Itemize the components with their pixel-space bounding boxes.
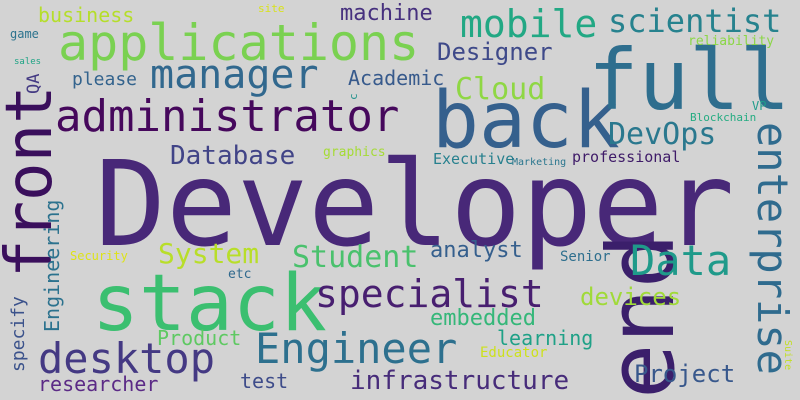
word-database: Database xyxy=(170,141,296,171)
word-mobile: mobile xyxy=(460,2,598,46)
word-site: site xyxy=(258,2,285,15)
word-executive: Executive xyxy=(433,150,515,168)
word-manager: manager xyxy=(150,52,319,98)
word-student: Student xyxy=(292,240,419,275)
word-enterprise: enterprise xyxy=(748,122,797,375)
word-vp: VP xyxy=(752,99,767,113)
word-administrator: administrator xyxy=(55,91,400,142)
word-developer: Developer xyxy=(95,135,735,273)
word-cloud: Cloud xyxy=(455,72,546,107)
word-devops: DevOps xyxy=(608,117,717,152)
word-blockchain: Blockchain xyxy=(690,111,757,124)
word-educator: Educator xyxy=(480,345,548,361)
word-learning: learning xyxy=(497,326,594,350)
word-analyst: analyst xyxy=(430,238,523,263)
word-professional: professional xyxy=(572,148,681,166)
word-sales: sales xyxy=(14,57,42,67)
word-c: c xyxy=(347,93,360,100)
word-machine: machine xyxy=(340,1,433,26)
word-data: Data xyxy=(630,236,732,285)
word-infrastructure: infrastructure xyxy=(350,366,570,396)
word-business: business xyxy=(38,3,135,27)
word-senior: Senior xyxy=(560,249,611,265)
word-graphics: graphics xyxy=(323,145,386,160)
word-marketing: Marketing xyxy=(512,157,567,168)
word-specialist: specialist xyxy=(315,272,544,316)
word-devices: devices xyxy=(580,283,682,311)
word-project: Project xyxy=(634,360,736,388)
word-etc: etc xyxy=(228,267,252,282)
word-engineering: Engineering xyxy=(40,199,64,332)
word-please: please xyxy=(72,69,138,90)
word-suite: Suite xyxy=(782,340,793,371)
word-stack: stack xyxy=(92,259,327,349)
word-qa: QA xyxy=(24,73,44,94)
word-full: full xyxy=(588,31,791,129)
word-system: System xyxy=(158,237,260,270)
word-specify: specify xyxy=(8,296,29,372)
word-embedded: embedded xyxy=(430,306,536,331)
word-researcher: researcher xyxy=(38,372,159,396)
word-back: back xyxy=(432,76,620,166)
word-test: test xyxy=(240,369,289,393)
word-product: Product xyxy=(157,326,242,350)
word-applications: applications xyxy=(58,14,420,72)
word-game: game xyxy=(10,27,39,41)
word-desktop: desktop xyxy=(38,334,216,383)
word-academic: Academic xyxy=(348,66,445,90)
word-reliability: reliability xyxy=(688,34,775,49)
word-security: Security xyxy=(70,249,128,263)
word-engineer: Engineer xyxy=(255,324,458,373)
word-designer: Designer xyxy=(437,38,553,66)
word-scientist: scientist xyxy=(608,2,782,40)
